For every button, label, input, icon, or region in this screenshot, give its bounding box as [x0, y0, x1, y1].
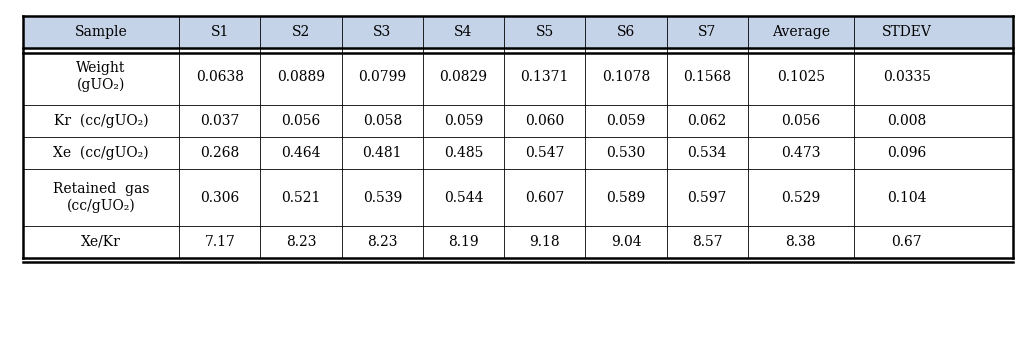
Text: 0.473: 0.473: [781, 146, 821, 160]
Text: S2: S2: [292, 25, 310, 39]
Text: S1: S1: [210, 25, 229, 39]
Text: S5: S5: [536, 25, 554, 39]
Text: 0.1025: 0.1025: [777, 69, 825, 84]
Text: 0.037: 0.037: [200, 114, 239, 128]
Text: 0.521: 0.521: [282, 190, 321, 205]
Text: 0.0889: 0.0889: [277, 69, 325, 84]
Text: 0.096: 0.096: [887, 146, 926, 160]
Text: 0.0335: 0.0335: [883, 69, 930, 84]
Text: 0.056: 0.056: [282, 114, 321, 128]
Text: 0.059: 0.059: [443, 114, 483, 128]
Text: 0.104: 0.104: [887, 190, 926, 205]
Text: STDEV: STDEV: [882, 25, 931, 39]
Text: S3: S3: [373, 25, 392, 39]
Text: 0.0799: 0.0799: [358, 69, 406, 84]
Text: 0.056: 0.056: [781, 114, 821, 128]
Text: 0.0829: 0.0829: [439, 69, 488, 84]
Text: S7: S7: [698, 25, 716, 39]
Text: Xe  (cc/gUO₂): Xe (cc/gUO₂): [53, 146, 149, 161]
Text: 0.464: 0.464: [282, 146, 321, 160]
Text: 0.058: 0.058: [363, 114, 402, 128]
Text: 8.19: 8.19: [449, 235, 479, 249]
Text: 0.589: 0.589: [606, 190, 645, 205]
Text: 0.1078: 0.1078: [602, 69, 650, 84]
Text: 9.18: 9.18: [529, 235, 560, 249]
Text: 0.485: 0.485: [443, 146, 483, 160]
Text: 8.57: 8.57: [692, 235, 722, 249]
Text: 0.607: 0.607: [525, 190, 565, 205]
Bar: [23, 16, 1013, 48]
Text: 0.268: 0.268: [200, 146, 239, 160]
Text: 0.544: 0.544: [443, 190, 483, 205]
Text: 0.67: 0.67: [891, 235, 922, 249]
Text: S4: S4: [455, 25, 472, 39]
Text: 0.539: 0.539: [363, 190, 402, 205]
Text: 0.059: 0.059: [606, 114, 645, 128]
Text: 0.0638: 0.0638: [196, 69, 243, 84]
Text: 0.534: 0.534: [688, 146, 727, 160]
Text: Weight
(gUO₂): Weight (gUO₂): [77, 61, 125, 92]
Text: 0.1371: 0.1371: [520, 69, 569, 84]
Text: S6: S6: [616, 25, 635, 39]
Text: Kr  (cc/gUO₂): Kr (cc/gUO₂): [54, 114, 148, 128]
Text: 0.1568: 0.1568: [683, 69, 731, 84]
Text: 0.060: 0.060: [525, 114, 565, 128]
Text: 0.597: 0.597: [688, 190, 727, 205]
Text: Retained  gas
(cc/gUO₂): Retained gas (cc/gUO₂): [53, 182, 149, 213]
Text: 8.38: 8.38: [785, 235, 816, 249]
Text: 9.04: 9.04: [610, 235, 641, 249]
Text: 0.547: 0.547: [525, 146, 565, 160]
Text: Sample: Sample: [75, 25, 127, 39]
Text: 0.481: 0.481: [363, 146, 402, 160]
Text: 8.23: 8.23: [286, 235, 316, 249]
Text: 0.062: 0.062: [688, 114, 727, 128]
Text: Average: Average: [772, 25, 830, 39]
Text: Xe/Kr: Xe/Kr: [81, 235, 121, 249]
Text: 8.23: 8.23: [367, 235, 398, 249]
Text: 7.17: 7.17: [204, 235, 235, 249]
Text: 0.306: 0.306: [200, 190, 239, 205]
Text: 0.530: 0.530: [606, 146, 645, 160]
Text: 0.008: 0.008: [887, 114, 926, 128]
Text: 0.529: 0.529: [781, 190, 821, 205]
